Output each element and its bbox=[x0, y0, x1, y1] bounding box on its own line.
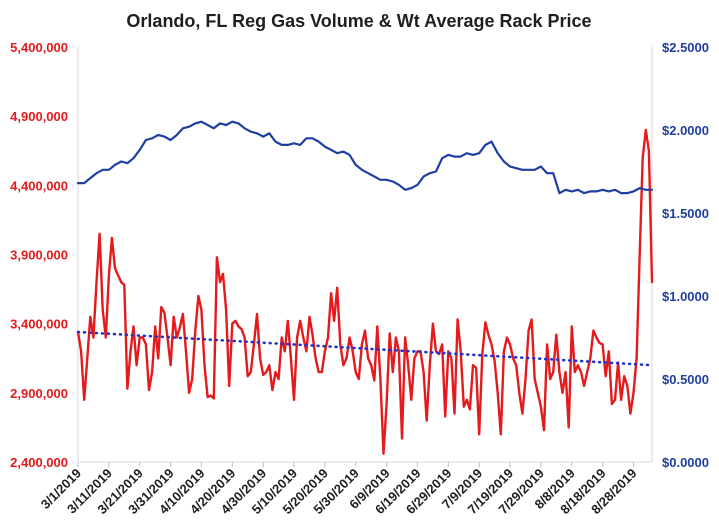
right-tick-label: $1.5000 bbox=[662, 206, 709, 221]
right-tick-label: $2.5000 bbox=[662, 40, 709, 55]
right-tick-label: $2.0000 bbox=[662, 123, 709, 138]
volume-trend-line bbox=[76, 330, 654, 367]
volume-series-line bbox=[76, 128, 654, 455]
left-tick-label: 4,400,000 bbox=[10, 178, 68, 193]
price-series-line bbox=[76, 120, 654, 195]
right-tick-label: $0.0000 bbox=[662, 455, 709, 470]
series-layer bbox=[76, 120, 654, 455]
left-tick-label: 3,900,000 bbox=[10, 248, 68, 263]
right-axis-ticks: $0.0000 $0.5000 $1.0000 $1.5000 $2.0000 $2.50… bbox=[662, 40, 709, 470]
left-tick-label: 2,400,000 bbox=[10, 455, 68, 470]
chart-title: Orlando, FL Reg Gas Volume & Wt Average … bbox=[126, 11, 591, 31]
left-axis-ticks: 2,400,000 2,900,000 3,400,000 3,900,000 4,40… bbox=[10, 40, 68, 470]
left-tick-label: 3,400,000 bbox=[10, 317, 68, 332]
left-tick-label: 5,400,000 bbox=[10, 40, 68, 55]
right-tick-label: $0.5000 bbox=[662, 372, 709, 387]
left-tick-label: 2,900,000 bbox=[10, 386, 68, 401]
left-tick-label: 4,900,000 bbox=[10, 109, 68, 124]
right-tick-label: $1.0000 bbox=[662, 289, 709, 304]
x-axis-ticks: 3/1/20193/11/20193/21/20193/31/20194/10/… bbox=[38, 462, 640, 517]
